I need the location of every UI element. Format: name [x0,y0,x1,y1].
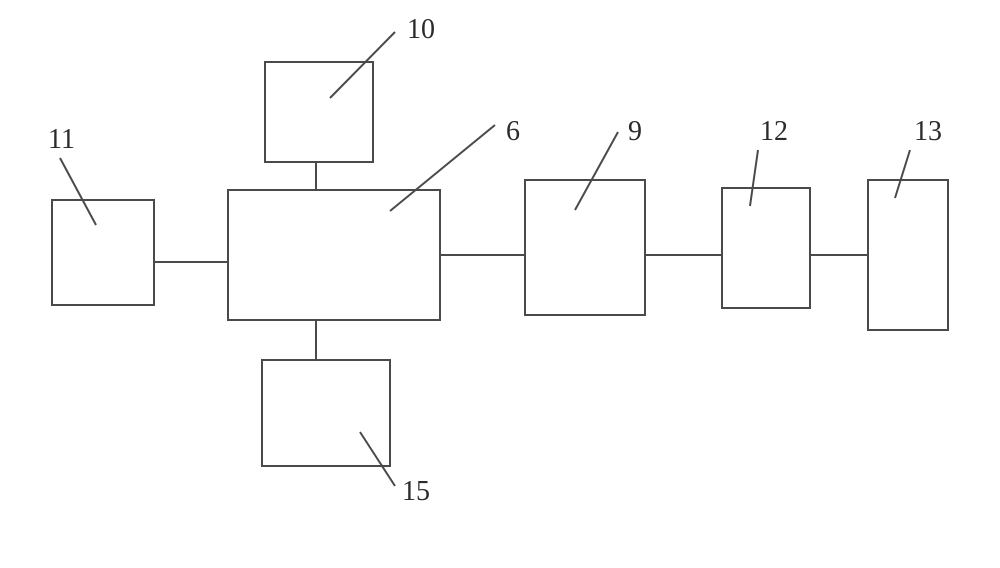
label-n9: 9 [628,116,642,147]
block-diagram: 6 10 11 15 9 12 13 [0,0,1000,568]
node-n12 [722,188,810,308]
label-n15: 15 [402,476,430,507]
label-n12: 12 [760,116,788,147]
node-n13 [868,180,948,330]
label-n13: 13 [914,116,942,147]
node-n9 [525,180,645,315]
label-n6: 6 [506,116,520,147]
label-n11: 11 [48,124,75,155]
leader-n6 [390,125,495,211]
node-n10 [265,62,373,162]
node-n11 [52,200,154,305]
nodes-layer [52,62,948,466]
node-n6 [228,190,440,320]
label-n10: 10 [407,14,435,45]
